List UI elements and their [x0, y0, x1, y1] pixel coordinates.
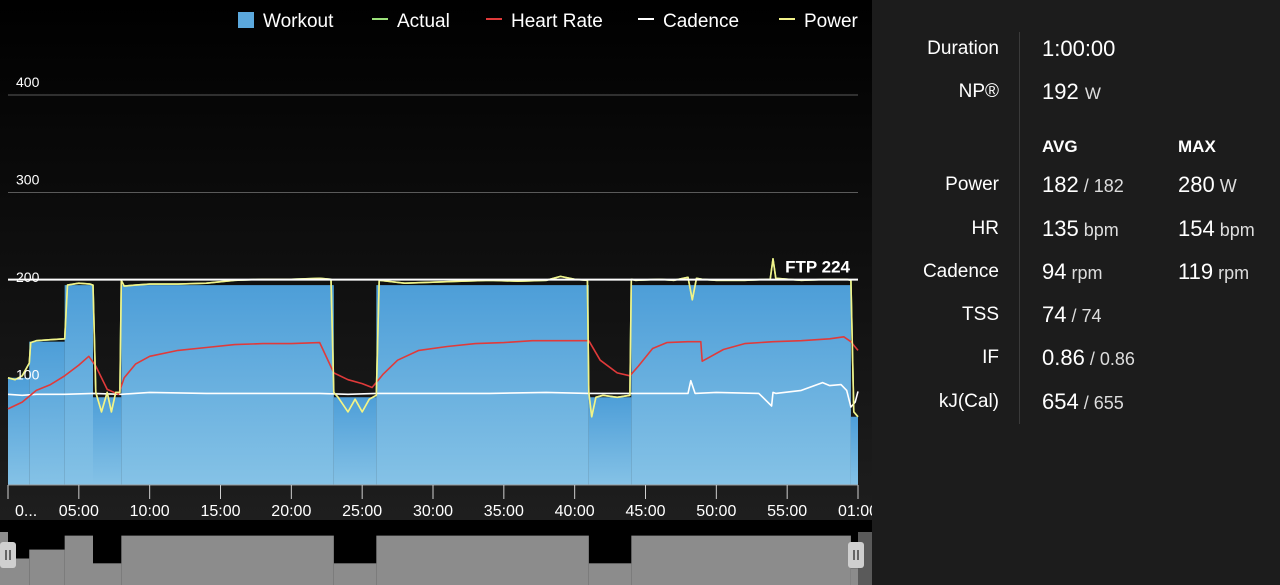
workout-step-2 [29, 341, 65, 485]
stat-avg-value: 74 [1042, 302, 1067, 327]
legend-label-workout: Workout [263, 11, 334, 32]
y-tick-label-200: 200 [16, 269, 40, 285]
stat-avg-value: 0.86 [1042, 345, 1085, 370]
stat-max-power: 280 W [1178, 172, 1237, 198]
minimap-step-10 [850, 568, 858, 585]
stat-label-cadence: Cadence [922, 261, 999, 282]
stat-label-tss: TSS [962, 304, 999, 325]
stat-avg-if: 0.86 / 0.86 [1042, 345, 1135, 371]
minimap[interactable] [0, 532, 872, 585]
ftp-label: FTP 224 [785, 258, 850, 277]
minimap-step-7 [376, 535, 589, 585]
np-label: NP® [958, 81, 999, 102]
duration-value: 1:00:00 [1042, 36, 1116, 61]
y-tick-label-300: 300 [16, 172, 40, 188]
minimap-step-3 [64, 535, 93, 585]
x-tick-label-0: 0... [15, 503, 37, 520]
x-tick-label-20: 20:00 [271, 503, 311, 520]
stat-avg-value: 182 [1042, 172, 1079, 197]
stat-avg-suffix: / 0.86 [1084, 349, 1135, 369]
stat-avg-value: 135 [1042, 216, 1079, 241]
stat-max-value: 280 [1178, 172, 1215, 197]
np-value-wrap: 192 W [1042, 79, 1101, 105]
workout-step-6 [333, 397, 377, 485]
chart-legend: Workout Actual Heart Rate Cadence Power [238, 11, 859, 32]
x-tick-label-15: 15:00 [200, 503, 240, 520]
minimap-step-2 [29, 549, 65, 585]
workout-step-1 [8, 377, 30, 485]
stat-label-hr: HR [971, 218, 999, 239]
np-value: 192 [1042, 79, 1079, 104]
stat-label-if: IF [982, 347, 999, 368]
x-tick-label-40: 40:00 [555, 503, 595, 520]
stat-avg-value: 94 [1042, 259, 1067, 284]
stat-avg-power: 182 / 182 [1042, 172, 1124, 198]
workout-step-4 [93, 397, 122, 485]
workout-step-5 [121, 285, 334, 485]
minimap-step-5 [121, 535, 334, 585]
workout-chart: Workout Actual Heart Rate Cadence Power 100 2… [0, 0, 872, 585]
legend-label-cadence: Cadence [663, 11, 739, 32]
legend-marker-workout [238, 12, 254, 28]
ftp-line: FTP 224 [8, 258, 858, 281]
np-unit: W [1084, 84, 1101, 103]
x-tick-label-35: 35:00 [484, 503, 524, 520]
stats-divider [1019, 32, 1020, 424]
chart-panel: Workout Actual Heart Rate Cadence Power 100 2… [0, 0, 872, 585]
series-line-heart-rate [7, 335, 859, 410]
x-tick-label-10: 10:00 [130, 503, 170, 520]
workout-step-10 [850, 416, 858, 485]
stat-max-value: 154 [1178, 216, 1215, 241]
workout-step-3 [64, 285, 93, 485]
max-column-header: MAX [1178, 137, 1216, 156]
workout-step-8 [588, 397, 632, 485]
legend-label-power: Power [804, 11, 859, 32]
minimap-step-6 [333, 563, 377, 585]
stat-avg-tss: 74 / 74 [1042, 302, 1102, 328]
gridlines [8, 94, 858, 193]
stat-avg-value: 654 [1042, 389, 1079, 414]
stat-avg-suffix: bpm [1078, 220, 1119, 240]
stat-label-kj-cal: kJ(Cal) [938, 391, 999, 412]
stat-max-cadence: 119 rpm [1178, 259, 1249, 285]
y-tick-label-100: 100 [16, 367, 40, 383]
y-axis-labels: 100 200 300 400 [16, 74, 40, 383]
x-tick-label-30: 30:00 [413, 503, 453, 520]
minimap-step-4 [93, 563, 122, 585]
stat-avg-hr: 135 bpm [1042, 216, 1119, 242]
stat-max-unit: W [1214, 176, 1237, 196]
avg-column-header: AVG [1042, 137, 1078, 156]
minimap-step-8 [588, 563, 632, 585]
stat-label-power: Power [945, 174, 999, 195]
x-tick-label-25: 25:00 [342, 503, 382, 520]
stat-avg-cadence: 94 rpm [1042, 259, 1102, 285]
minimap-step-9 [631, 535, 851, 585]
stat-max-unit: rpm [1213, 263, 1250, 283]
stat-avg-suffix: / 74 [1066, 306, 1102, 326]
stat-avg-kj-cal: 654 / 655 [1042, 389, 1124, 415]
x-tick-label-45: 45:00 [625, 503, 665, 520]
x-axis: 0... 05:00 10:00 15:00 20:00 25:00 30:00 35:00 4… [7, 484, 872, 520]
workout-area [8, 285, 858, 485]
minimap-left-handle[interactable] [0, 542, 16, 568]
stat-max-value: 119 [1178, 259, 1214, 284]
x-tick-label-5: 05:00 [59, 503, 99, 520]
y-tick-label-400: 400 [16, 74, 40, 90]
stat-max-unit: bpm [1214, 220, 1255, 240]
x-tick-label-55: 55:00 [767, 503, 807, 520]
legend-label-heart-rate: Heart Rate [511, 11, 603, 32]
duration-label: Duration [927, 38, 999, 59]
series-line-cadence [7, 379, 859, 408]
x-tick-label-50: 50:00 [696, 503, 736, 520]
stat-avg-suffix: / 655 [1078, 393, 1124, 413]
stats-panel [872, 0, 1280, 585]
workout-step-7 [376, 285, 589, 485]
stat-avg-suffix: / 182 [1078, 176, 1124, 196]
minimap-right-handle[interactable] [848, 542, 864, 568]
x-tick-label-60: 01:00 [838, 503, 872, 520]
stat-max-hr: 154 bpm [1178, 216, 1255, 242]
stat-avg-suffix: rpm [1066, 263, 1103, 283]
legend-label-actual: Actual [397, 11, 450, 32]
